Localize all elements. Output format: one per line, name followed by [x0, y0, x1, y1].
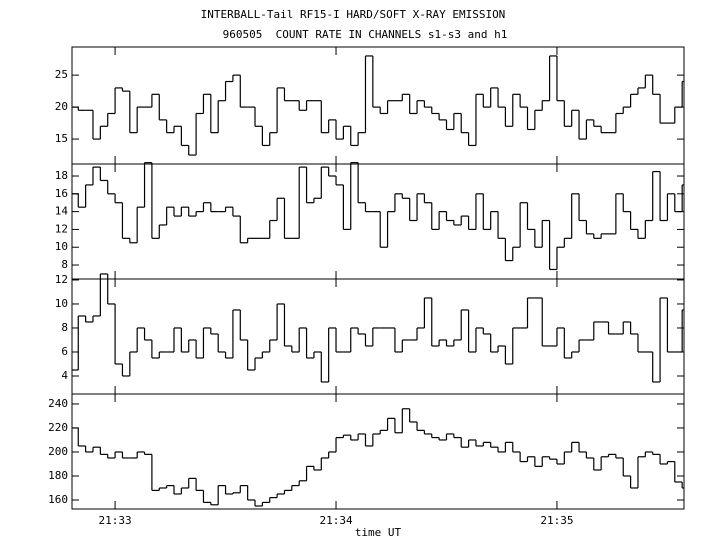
y-tick-label: 200	[48, 445, 68, 458]
y-tick-label: 20	[55, 100, 68, 113]
y-tick-label: 25	[55, 68, 68, 81]
y-tick-label: 10	[55, 240, 68, 253]
y-tick-label: 220	[48, 421, 68, 434]
y-tick-label: 12	[55, 273, 68, 286]
x-tick-label: 21:35	[540, 514, 573, 527]
y-tick-label: 160	[48, 493, 68, 506]
y-tick-label: 12	[55, 222, 68, 235]
y-tick-label: 240	[48, 397, 68, 410]
chart-title: INTERBALL-Tail RF15-I HARD/SOFT X-RAY EM…	[201, 8, 506, 21]
panel-frame	[71, 163, 685, 280]
y-tick-label: 18	[55, 169, 68, 182]
x-tick-label: 21:33	[99, 514, 132, 527]
x-tick-label: 21:34	[319, 514, 352, 527]
y-tick-label: 14	[55, 205, 69, 218]
y-tick-label: 8	[61, 321, 68, 334]
panel-frame	[71, 46, 685, 165]
y-tick-label: 16	[55, 187, 68, 200]
y-tick-label: 10	[55, 297, 68, 310]
chart-subtitle: 960505 COUNT RATE IN CHANNELS s1-s3 and …	[223, 28, 508, 41]
y-tick-label: 15	[55, 132, 68, 145]
panel-frame	[71, 278, 685, 395]
y-tick-label: 8	[61, 258, 68, 271]
y-tick-label: 6	[61, 345, 68, 358]
x-axis-label: time UT	[355, 526, 402, 539]
panel-frame	[71, 393, 685, 510]
y-tick-label: 180	[48, 469, 68, 482]
y-tick-label: 4	[61, 369, 68, 382]
